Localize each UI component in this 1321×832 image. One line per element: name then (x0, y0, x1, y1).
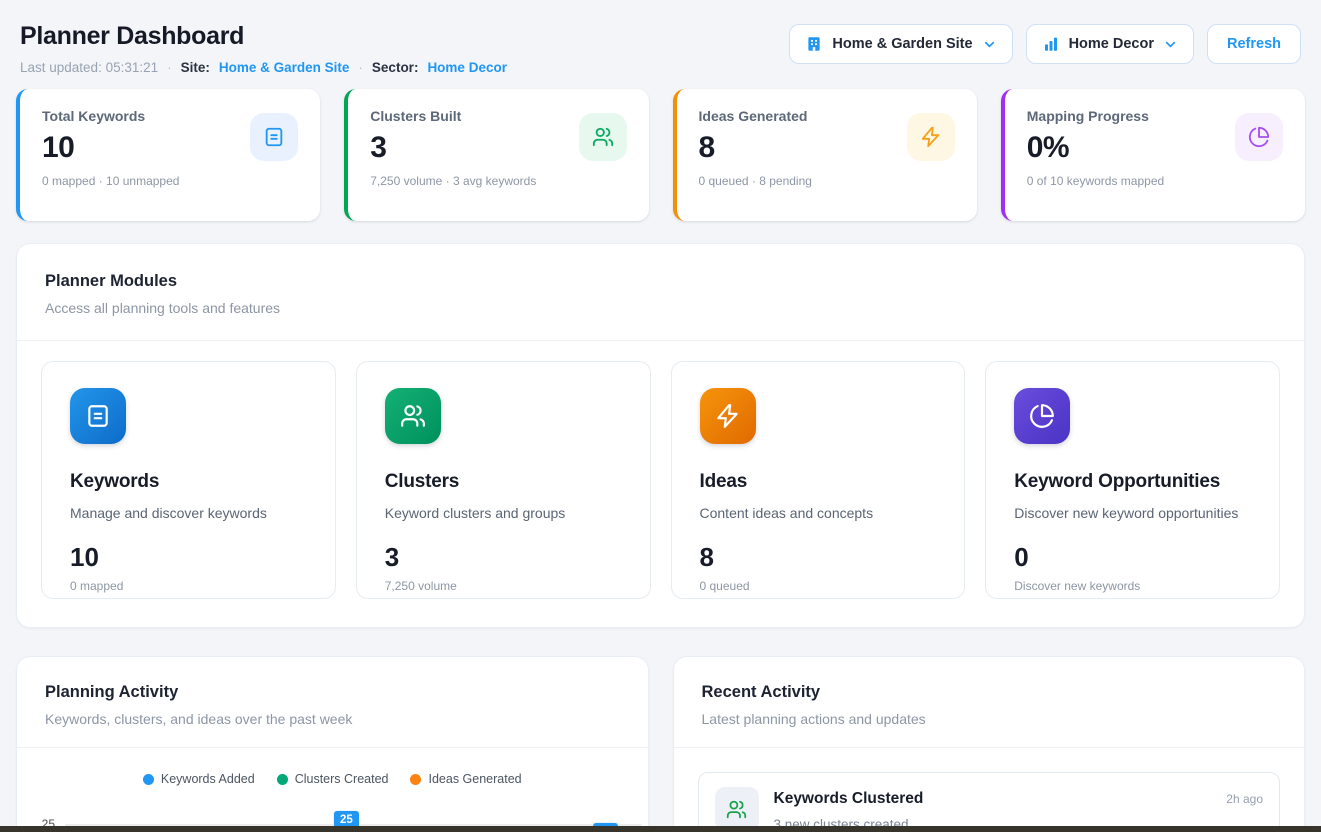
stat-value: 0% (1026, 131, 1070, 164)
document-icon (70, 388, 126, 444)
chevron-down-icon (1163, 37, 1178, 52)
module-card-ideas[interactable]: Ideas Content ideas and concepts 8 0 que… (670, 361, 966, 599)
last-updated-text: Last updated: 05:31:21 (20, 60, 159, 75)
panel-subtitle: Latest planning actions and updates (701, 711, 926, 727)
stat-subtext: 0 of 10 keywords mapped (1026, 174, 1165, 188)
legend-item-ideas-generated[interactable]: Ideas Generated (410, 772, 522, 786)
data-point-label: 25 (333, 810, 360, 831)
module-title: Keyword Opportunities (1014, 471, 1221, 492)
site-link[interactable]: Home & Garden Site (218, 60, 350, 75)
stat-label: Mapping Progress (1026, 108, 1149, 124)
stats-row: Total Keywords 10 0 mapped · 10 unmapped… (16, 89, 1305, 221)
header-left: Planner Dashboard Last updated: 05:31:21… (20, 22, 507, 75)
module-title: Clusters (384, 471, 460, 492)
refresh-button-label: Refresh (1227, 36, 1281, 52)
meta-separator: · (358, 60, 363, 75)
recent-activity-header: Recent Activity Latest planning actions … (673, 657, 1304, 748)
legend-label: Clusters Created (294, 772, 389, 786)
stat-card-clusters-built: Clusters Built 3 7,250 volume · 3 avg ke… (344, 89, 649, 221)
sector-selector-dropdown[interactable]: Home Decor (1025, 24, 1194, 64)
panel-title: Planning Activity (45, 683, 179, 701)
activity-list-item: Keywords Clustered 3 new clusters create… (697, 772, 1280, 832)
stat-value: 8 (698, 131, 716, 164)
stat-label: Total Keywords (42, 108, 146, 124)
legend-dot-blue (142, 773, 154, 785)
bar-chart-icon (1042, 35, 1060, 53)
module-subtext: 7,250 volume (384, 579, 457, 593)
users-icon (578, 113, 627, 161)
users-icon (384, 388, 441, 444)
users-icon (714, 787, 759, 831)
pie-chart-icon (1014, 388, 1071, 444)
legend-item-keywords-added[interactable]: Keywords Added (142, 772, 255, 786)
module-subtext: 0 mapped (70, 579, 124, 593)
panel-subtitle: Keywords, clusters, and ideas over the p… (45, 711, 353, 727)
module-card-keyword-opportunities[interactable]: Keyword Opportunities Discover new keywo… (985, 361, 1280, 599)
refresh-button[interactable]: Refresh (1207, 24, 1301, 64)
bolt-icon (906, 113, 955, 161)
module-value: 8 (699, 542, 714, 572)
stat-card-ideas-generated: Ideas Generated 8 0 queued · 8 pending (672, 89, 977, 221)
pie-chart-icon (1235, 113, 1283, 161)
legend-label: Keywords Added (160, 772, 255, 786)
planner-modules-panel: Planner Modules Access all planning tool… (16, 243, 1305, 628)
planner-modules-header: Planner Modules Access all planning tool… (17, 244, 1304, 341)
legend-item-clusters-created[interactable]: Clusters Created (276, 772, 389, 786)
sector-link[interactable]: Home Decor (427, 60, 507, 75)
header-meta: Last updated: 05:31:21 · Site: Home & Ga… (20, 60, 507, 75)
module-description: Discover new keyword opportunities (1014, 505, 1239, 521)
stat-card-total-keywords: Total Keywords 10 0 mapped · 10 unmapped (16, 89, 321, 221)
stat-subtext: 0 mapped · 10 unmapped (42, 174, 180, 188)
stat-subtext: 7,250 volume · 3 avg keywords (370, 174, 537, 188)
module-description: Manage and discover keywords (70, 505, 267, 521)
sector-dropdown-label: Home Decor (1068, 36, 1154, 52)
legend-dot-green (276, 773, 288, 785)
module-value: 3 (384, 542, 400, 572)
page-title: Planner Dashboard (20, 22, 245, 50)
building-icon (805, 35, 823, 53)
header-controls: Home & Garden Site Home Decor Refresh (789, 24, 1301, 64)
bolt-icon (699, 388, 756, 444)
stat-card-mapping-progress: Mapping Progress 0% 0 of 10 keywords map… (1000, 89, 1305, 221)
page-header: Planner Dashboard Last updated: 05:31:21… (16, 22, 1305, 75)
planning-activity-panel: Planning Activity Keywords, clusters, an… (16, 656, 649, 832)
module-subtext: Discover new keywords (1014, 579, 1141, 593)
site-label: Site: (180, 60, 210, 75)
stat-label: Clusters Built (370, 108, 462, 124)
module-description: Content ideas and concepts (699, 505, 874, 521)
module-value: 10 (70, 542, 99, 572)
modules-grid: Keywords Manage and discover keywords 10… (17, 341, 1304, 627)
meta-separator: · (167, 60, 172, 75)
activity-item-timestamp: 2h ago (1226, 792, 1263, 806)
stat-subtext: 0 queued · 8 pending (698, 174, 812, 188)
panel-title: Recent Activity (701, 683, 821, 701)
taskbar-edge (0, 826, 1321, 832)
stat-label: Ideas Generated (698, 108, 808, 124)
stat-value: 10 (42, 131, 75, 164)
sector-label: Sector: (371, 60, 419, 75)
module-card-keywords[interactable]: Keywords Manage and discover keywords 10… (41, 361, 336, 599)
module-card-clusters[interactable]: Clusters Keyword clusters and groups 3 7… (355, 361, 651, 599)
stat-value: 3 (370, 131, 387, 164)
recent-activity-panel: Recent Activity Latest planning actions … (672, 656, 1305, 832)
panel-subtitle: Access all planning tools and features (45, 300, 281, 316)
site-dropdown-label: Home & Garden Site (832, 36, 973, 52)
panel-title: Planner Modules (45, 272, 178, 290)
module-title: Keywords (70, 471, 160, 492)
chart-legend: Keywords Added Clusters Created Ideas Ge… (17, 772, 648, 786)
legend-dot-orange (410, 773, 422, 785)
module-title: Ideas (699, 471, 748, 492)
module-description: Keyword clusters and groups (384, 505, 566, 521)
document-icon (250, 113, 299, 161)
legend-label: Ideas Generated (428, 772, 522, 786)
chevron-down-icon (982, 37, 997, 52)
bottom-row: Planning Activity Keywords, clusters, an… (16, 634, 1305, 832)
module-value: 0 (1014, 542, 1029, 572)
activity-item-title: Keywords Clustered (773, 790, 924, 807)
planning-activity-header: Planning Activity Keywords, clusters, an… (17, 657, 648, 748)
module-subtext: 0 queued (699, 579, 750, 593)
site-selector-dropdown[interactable]: Home & Garden Site (789, 24, 1013, 64)
